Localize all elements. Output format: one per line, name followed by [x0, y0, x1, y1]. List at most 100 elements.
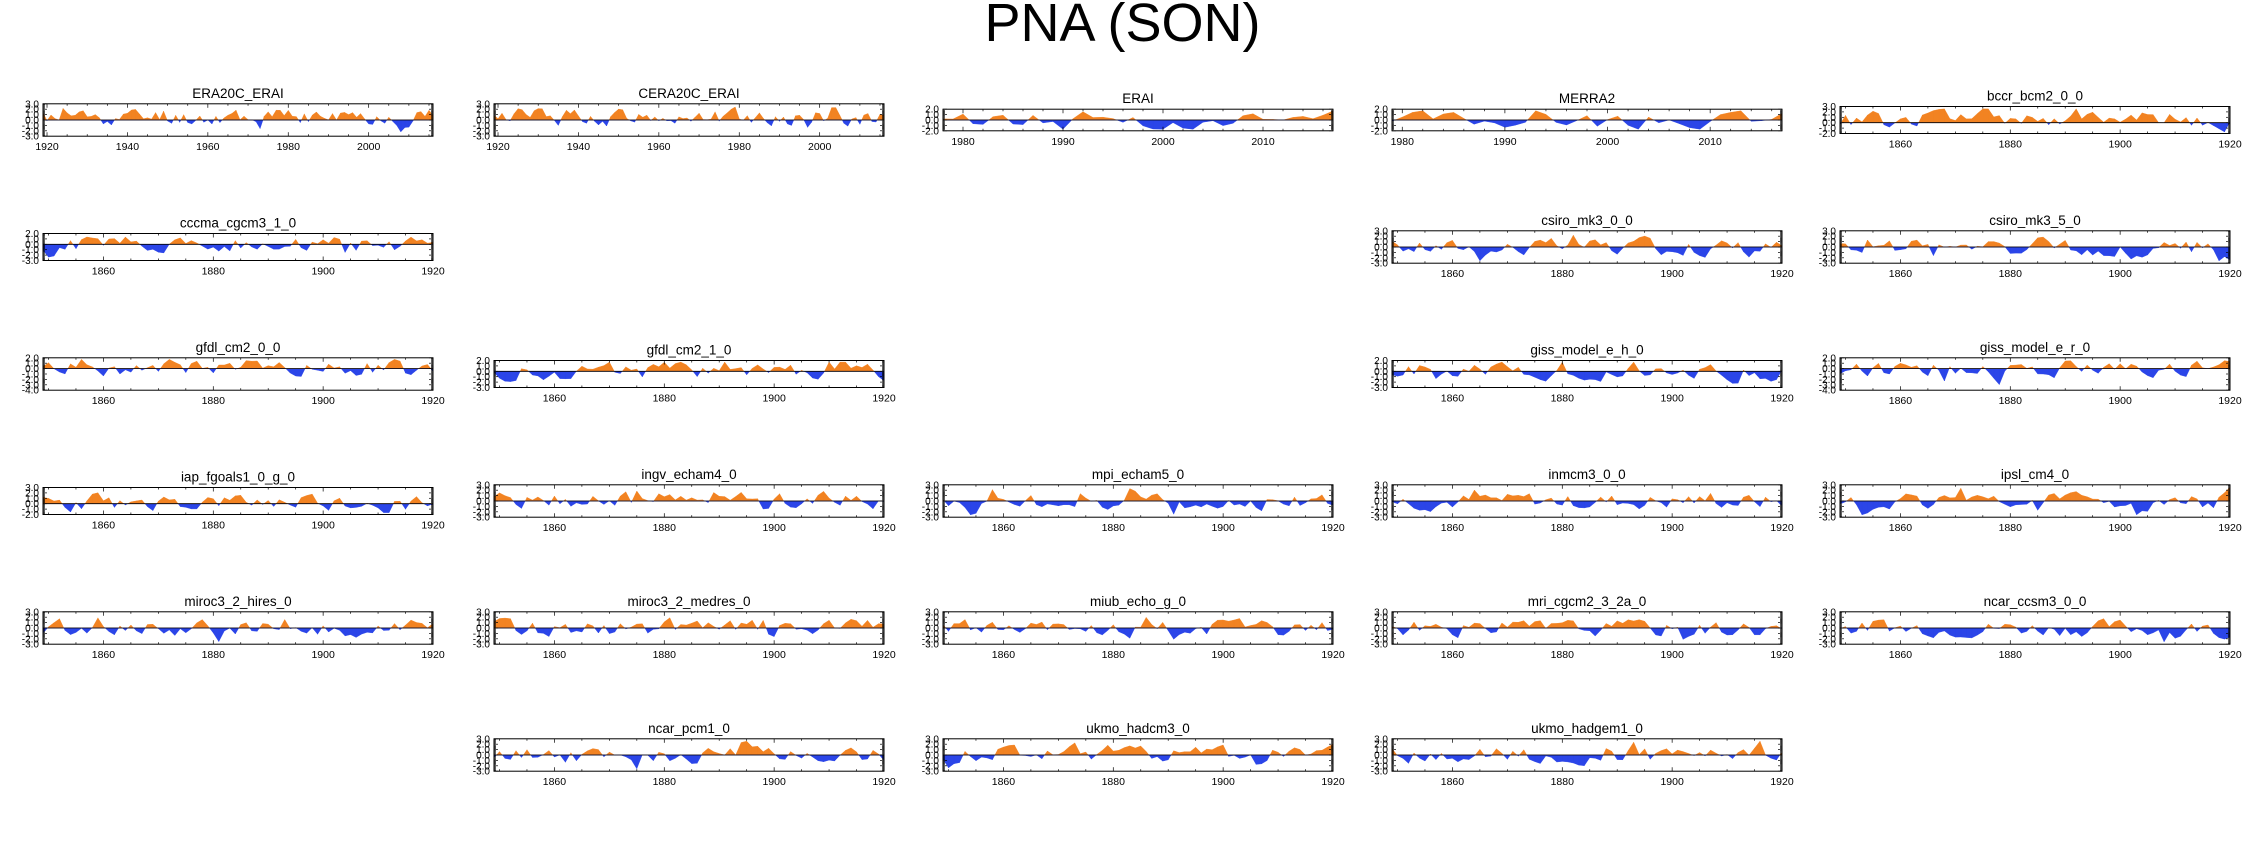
plot-frame	[1839, 357, 2231, 391]
positive-area	[494, 361, 884, 372]
x-tick-label: 1920	[872, 776, 896, 788]
y-tick-label: 1.0	[1822, 491, 1836, 502]
positive-area	[42, 107, 434, 121]
y-tick-label: 1.0	[1822, 113, 1836, 124]
x-tick-label: 1900	[762, 776, 786, 788]
y-tick-label: -2.0	[473, 507, 491, 518]
x-tick-label: 2000	[808, 141, 832, 153]
y-tick-label: -2.0	[1371, 378, 1389, 389]
y-tick-label: -1.0	[1819, 124, 1837, 135]
y-tick-label: -2.0	[922, 761, 940, 772]
negative-area	[43, 368, 434, 377]
panel-title: ERAI	[1122, 91, 1154, 106]
y-tick-label: 0.0	[25, 499, 39, 510]
x-tick-label: 1860	[1441, 522, 1465, 534]
y-tick-label: 1.0	[25, 359, 39, 370]
x-tick-label: 1880	[1999, 395, 2023, 407]
y-tick-label: -1.0	[22, 629, 40, 640]
positive-area	[942, 110, 1334, 121]
panel-17: miroc3_2_hires_0 -3.0-2.0-1.00.01.02.03.0…	[22, 594, 445, 661]
positive-area	[1840, 486, 2231, 502]
y-tick-label: 1.0	[476, 618, 490, 629]
y-tick-label: -1.0	[1371, 372, 1389, 383]
y-tick-label: -3.0	[473, 767, 491, 778]
y-tick-label: 1.0	[1374, 110, 1388, 121]
x-tick-label: 1880	[1999, 649, 2023, 661]
panel-0: ERA20C_ERAI -3.0-2.0-1.00.01.02.03.0 1920 1…	[22, 86, 434, 153]
x-tick-label: 1980	[951, 136, 975, 148]
panel-9: gfdl_cm2_1_0 -3.0-2.0-1.00.01.02.0 1860 188…	[473, 343, 896, 405]
panel-title: inmcm3_0_0	[1548, 467, 1625, 482]
panel-5: cccma_cgcm3_1_0 -3.0-2.0-1.00.01.02.0 1860…	[22, 216, 445, 278]
y-tick-label: 2.0	[925, 613, 939, 624]
x-tick-label: 1860	[1889, 395, 1913, 407]
x-tick-label: 1880	[1102, 776, 1126, 788]
y-tick-label: -3.0	[922, 640, 940, 651]
y-tick-label: -1.0	[922, 756, 940, 767]
y-tick-label: -3.0	[473, 132, 491, 143]
y-tick-label: -2.0	[473, 126, 491, 137]
x-tick-label: 1860	[92, 266, 116, 278]
y-tick-label: 1.0	[476, 361, 490, 372]
x-tick-label: 1860	[1889, 649, 1913, 661]
x-tick-label: 1880	[653, 522, 677, 534]
positive-area	[1392, 361, 1783, 372]
x-tick-label: 1920	[1770, 393, 1794, 405]
positive-area	[493, 106, 885, 121]
x-tick-label: 1920	[421, 520, 445, 532]
y-tick-label: -3.0	[1371, 640, 1389, 651]
positive-area	[1839, 236, 2230, 248]
x-tick-label: 1880	[1551, 268, 1575, 280]
y-tick-label: -1.0	[1371, 756, 1389, 767]
y-tick-label: 1.0	[1374, 491, 1388, 502]
positive-area	[1391, 619, 1782, 629]
x-tick-label: 1880	[202, 649, 226, 661]
x-tick-label: 1900	[2108, 139, 2132, 151]
positive-area	[43, 236, 434, 245]
panel-title: ipsl_cm4_0	[2001, 467, 2069, 482]
panel-21: ncar_ccsm3_0_0 -3.0-2.0-1.00.01.02.03.0 18…	[1819, 594, 2242, 661]
y-tick-label: -2.0	[1371, 507, 1389, 518]
y-tick-label: -1.0	[922, 121, 940, 132]
positive-area	[1840, 618, 2230, 629]
y-tick-label: -1.0	[1371, 121, 1389, 132]
y-tick-label: -2.0	[1371, 634, 1389, 645]
y-tick-label: 2.0	[925, 486, 939, 497]
x-tick-label: 1920	[1770, 649, 1794, 661]
negative-area	[1392, 754, 1782, 767]
y-tick-label: 3.0	[25, 607, 39, 618]
x-tick-label: 1920	[2218, 649, 2242, 661]
x-tick-label: 1900	[2108, 268, 2132, 280]
y-tick-label: -2.0	[1371, 761, 1389, 772]
panel-4: bccr_bcm2_0_0 -2.0-1.00.01.02.03.0 1860 188…	[1819, 89, 2242, 151]
x-tick-label: 1920	[1321, 649, 1345, 661]
x-tick-label: 1860	[92, 520, 116, 532]
x-tick-label: 1960	[647, 141, 671, 153]
x-tick-label: 1980	[1391, 136, 1415, 148]
x-tick-label: 1880	[1999, 268, 2023, 280]
y-tick-label: -2.0	[22, 510, 40, 521]
x-tick-label: 1880	[202, 520, 226, 532]
x-tick-label: 1880	[202, 266, 226, 278]
y-tick-label: 2.0	[925, 740, 939, 751]
y-tick-label: 0.0	[1374, 243, 1388, 254]
y-tick-label: -1.0	[473, 502, 491, 513]
y-tick-label: -1.0	[22, 121, 40, 132]
x-tick-label: 1860	[1441, 776, 1465, 788]
y-tick-label: 2.0	[25, 613, 39, 624]
x-tick-label: 1900	[762, 393, 786, 405]
panel-6: csiro_mk3_0_0 -3.0-2.0-1.00.01.02.03.0 186…	[1371, 213, 1794, 280]
y-tick-label: -2.0	[22, 251, 40, 262]
y-tick-label: 0.0	[925, 624, 939, 635]
panel-title: ERA20C_ERAI	[192, 86, 284, 101]
y-tick-label: -1.0	[473, 629, 491, 640]
negative-area	[43, 119, 433, 133]
positive-area	[43, 617, 434, 629]
y-tick-label: -2.0	[473, 378, 491, 389]
x-tick-label: 1900	[311, 649, 335, 661]
y-tick-label: 1.0	[476, 491, 490, 502]
y-tick-label: 0.0	[1374, 116, 1388, 127]
negative-area	[43, 503, 434, 514]
negative-area	[42, 627, 433, 643]
y-tick-label: -3.0	[473, 383, 491, 394]
